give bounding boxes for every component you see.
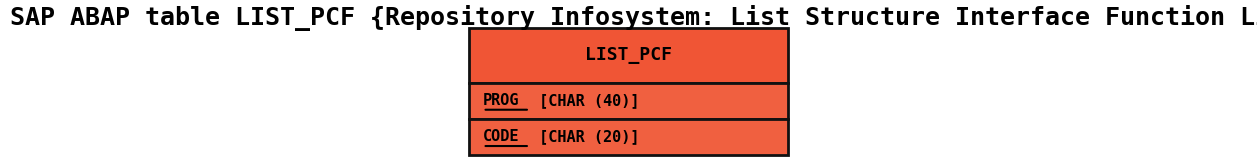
Text: CODE: CODE [483, 130, 519, 144]
Text: [CHAR (40)]: [CHAR (40)] [529, 93, 640, 108]
Text: SAP ABAP table LIST_PCF {Repository Infosystem: List Structure Interface Functio: SAP ABAP table LIST_PCF {Repository Info… [10, 5, 1257, 31]
Text: PROG: PROG [483, 93, 519, 108]
FancyBboxPatch shape [469, 28, 788, 82]
Text: [CHAR (20)]: [CHAR (20)] [529, 130, 640, 144]
FancyBboxPatch shape [469, 82, 788, 119]
Text: LIST_PCF: LIST_PCF [585, 46, 672, 64]
FancyBboxPatch shape [469, 119, 788, 155]
